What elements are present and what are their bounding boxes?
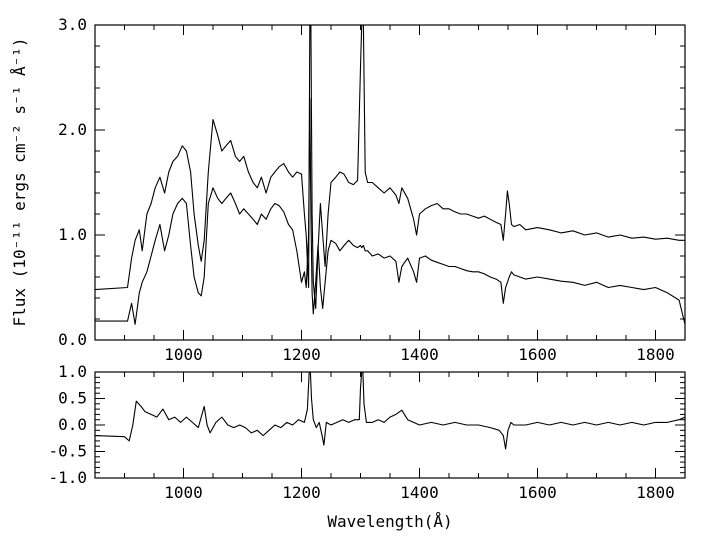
y-tick-label: 2.0	[58, 120, 87, 139]
y-axis-title: Flux (10⁻¹¹ ergs cm⁻² s⁻¹ Å⁻¹)	[10, 38, 29, 327]
y-tick-label: 0.0	[58, 415, 87, 434]
x-tick-label: 1200	[282, 345, 321, 364]
x-axis-title: Wavelength(Å)	[327, 512, 452, 531]
top-panel: 1000 1200 1400 1600 1800 0.0 1.0 2.0 3.0	[58, 15, 686, 364]
x-tick-label: 1200	[282, 483, 321, 502]
y-tick-label: 3.0	[58, 15, 87, 34]
top-series-1-line	[95, 97, 685, 325]
x-tick-label: 1000	[164, 483, 203, 502]
y-tick-label: 0.0	[58, 330, 87, 349]
x-tick-label: 1000	[164, 345, 203, 364]
x-tick-label: 1400	[400, 483, 439, 502]
x-tick-label: 1600	[518, 345, 557, 364]
x-tick-label: 1800	[636, 345, 675, 364]
x-tick-label: 1800	[636, 483, 675, 502]
x-tick-label: 1600	[518, 483, 557, 502]
top-series-0-line	[95, 25, 685, 310]
bottom-panel: 1000 1200 1400 1600 1800 1.0 0.5 0.0 -0.5 -1.0	[48, 362, 686, 502]
y-tick-label: 1.0	[58, 362, 87, 381]
x-tick-label: 1400	[400, 345, 439, 364]
y-tick-label: -0.5	[48, 442, 87, 461]
y-tick-label: -1.0	[48, 468, 87, 487]
top-plot-frame	[94, 24, 686, 341]
y-tick-label: 1.0	[58, 225, 87, 244]
bottom-series-0-line	[95, 372, 685, 450]
y-tick-label: 0.5	[58, 389, 87, 408]
